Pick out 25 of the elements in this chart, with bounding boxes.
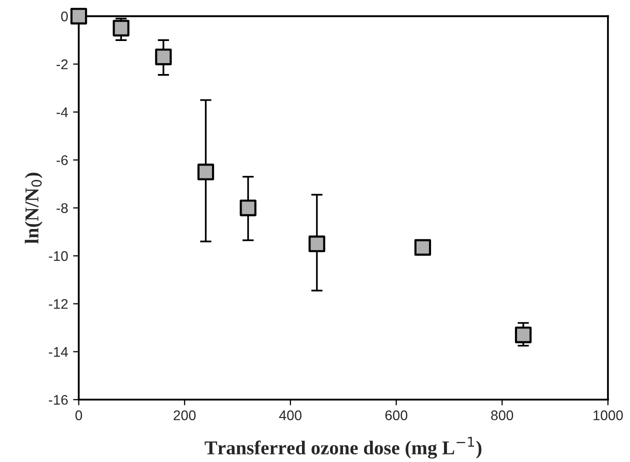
y-tick-label: -4 <box>56 108 68 118</box>
y-tick-label: -6 <box>56 155 68 166</box>
x-tick-label: 200 <box>174 410 196 420</box>
x-tick-label: 0 <box>75 410 82 420</box>
x-tick-label: 1000 <box>594 410 623 420</box>
y-tick-label: -8 <box>56 203 68 214</box>
point <box>155 48 172 66</box>
x-tick-label: 800 <box>491 410 514 420</box>
x-tick-label: 600 <box>385 410 408 420</box>
x-axis-title: Transferred ozone dose (mg L$^{−1}$) <box>204 436 482 459</box>
x-tick-label: 400 <box>279 410 302 420</box>
point <box>514 326 532 344</box>
point <box>70 8 88 24</box>
point <box>414 239 432 256</box>
y-tick-label: -14 <box>48 347 68 357</box>
point <box>308 236 326 252</box>
point <box>240 200 256 216</box>
y-tick-label: -10 <box>48 251 68 261</box>
point <box>112 20 130 36</box>
y-tick-label: -2 <box>56 59 68 70</box>
y-tick-label: -12 <box>48 299 68 309</box>
point <box>197 164 214 180</box>
y-tick-label: -16 <box>48 394 68 405</box>
y-tick-label: 0 <box>61 12 68 22</box>
y-axis-title: ln(N/N$_{0}$) <box>24 172 42 244</box>
